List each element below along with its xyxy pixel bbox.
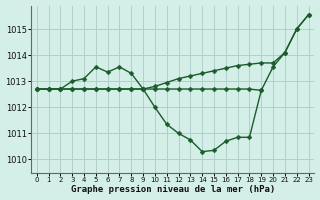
X-axis label: Graphe pression niveau de la mer (hPa): Graphe pression niveau de la mer (hPa) <box>70 185 275 194</box>
